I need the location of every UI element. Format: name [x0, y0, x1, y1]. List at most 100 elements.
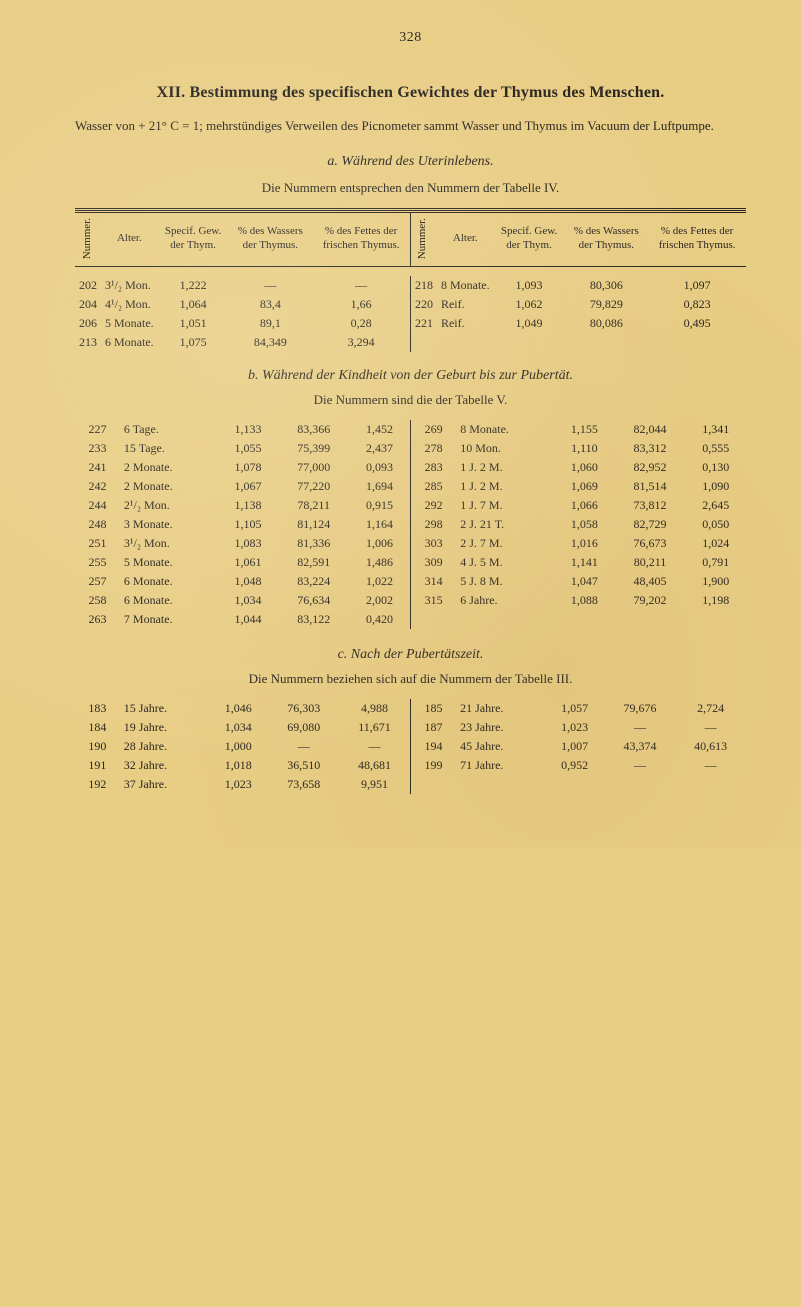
cell: 1,090: [685, 477, 746, 496]
cell: 73,658: [268, 775, 339, 794]
table-row: 2044¹/₂ Mon.1,06483,41,66220Reif.1,06279…: [75, 295, 746, 314]
cell: 285: [410, 477, 456, 496]
cell: 1,049: [494, 314, 565, 333]
cell: 292: [410, 496, 456, 515]
cell: 1,064: [158, 295, 229, 314]
cell: 1,083: [218, 534, 278, 553]
cell: 0,495: [648, 314, 746, 333]
cell: 1,097: [648, 276, 746, 295]
cell: [410, 333, 437, 352]
cell: 81,336: [278, 534, 349, 553]
cell: 81,124: [278, 515, 349, 534]
cell: 0,791: [685, 553, 746, 572]
table-b: 2276 Tage.1,13383,3661,4522698 Monate.1,…: [75, 420, 746, 629]
cell: 1 J. 2 M.: [456, 477, 554, 496]
cell: 0,093: [349, 458, 410, 477]
cell: 220: [410, 295, 437, 314]
cell: 314: [410, 572, 456, 591]
cell: 6 Jahre.: [456, 591, 554, 610]
table-row: 18419 Jahre.1,03469,08011,67118723 Jahre…: [75, 718, 746, 737]
cell: [544, 775, 604, 794]
cell: 2,002: [349, 591, 410, 610]
th-fett: % des Fettes der frischen Thymus.: [648, 212, 746, 266]
cell: 69,080: [268, 718, 339, 737]
cell: 76,673: [615, 534, 686, 553]
cell: 79,676: [605, 699, 676, 718]
cell: 1,198: [685, 591, 746, 610]
cell: 199: [410, 756, 456, 775]
cell: 0,952: [544, 756, 604, 775]
cell: 1 J. 7 M.: [456, 496, 554, 515]
cell: 2,724: [675, 699, 746, 718]
cell: [410, 610, 456, 629]
cell: 0,420: [349, 610, 410, 629]
page-number: 328: [75, 30, 746, 46]
cell: 1,055: [218, 439, 278, 458]
cell: 1,048: [218, 572, 278, 591]
cell: 1,088: [554, 591, 614, 610]
cell: 192: [75, 775, 120, 794]
cell: 194: [410, 737, 456, 756]
cell: 10 Mon.: [456, 439, 554, 458]
cell: 298: [410, 515, 456, 534]
section-a-sub: Die Nummern entsprechen den Nummern der …: [75, 180, 746, 196]
cell: 1,222: [158, 276, 229, 295]
cell: 2 J. 7 M.: [456, 534, 554, 553]
cell: 28 Jahre.: [120, 737, 208, 756]
cell: 36,510: [268, 756, 339, 775]
cell: 233: [75, 439, 120, 458]
cell: 81,514: [615, 477, 686, 496]
cell: 218: [410, 276, 437, 295]
cell: 0,555: [685, 439, 746, 458]
cell: 1,060: [554, 458, 614, 477]
cell: 187: [410, 718, 456, 737]
cell: 21 Jahre.: [456, 699, 544, 718]
cell: 185: [410, 699, 456, 718]
th-specif: Specif. Gew. der Thym.: [494, 212, 565, 266]
cell: 2 J. 21 T.: [456, 515, 554, 534]
cell: 183: [75, 699, 120, 718]
cell: 48,681: [339, 756, 410, 775]
cell: 77,000: [278, 458, 349, 477]
section-b-title: b. Während der Kindheit von der Geburt b…: [75, 368, 746, 384]
table-row: 2065 Monate.1,05189,10,28221Reif.1,04980…: [75, 314, 746, 333]
cell: 1 J. 2 M.: [456, 458, 554, 477]
cell: 82,952: [615, 458, 686, 477]
table-row: 19132 Jahre.1,01836,51048,68119971 Jahre…: [75, 756, 746, 775]
cell: 1,133: [218, 420, 278, 439]
cell: 2 Monate.: [120, 477, 218, 496]
th-wasser: % des Wassers der Thymus.: [228, 212, 312, 266]
cell: [554, 610, 614, 629]
table-row: 2136 Monate.1,07584,3493,294: [75, 333, 746, 352]
cell: [410, 775, 456, 794]
th-specif: Specif. Gew. der Thym.: [158, 212, 229, 266]
cell: 184: [75, 718, 120, 737]
cell: —: [339, 737, 410, 756]
table-row: 19237 Jahre.1,02373,6589,951: [75, 775, 746, 794]
cell: 1,023: [544, 718, 604, 737]
cell: 244: [75, 496, 120, 515]
cell: [615, 610, 686, 629]
th-nummer: Nummer.: [75, 212, 101, 266]
cell: 83,312: [615, 439, 686, 458]
table-row: 2555 Monate.1,06182,5911,4863094 J. 5 M.…: [75, 553, 746, 572]
intro-text: Wasser von + 21° C = 1; mehrstündiges Ve…: [75, 116, 746, 136]
cell: 0,050: [685, 515, 746, 534]
cell: 269: [410, 420, 456, 439]
th-fett: % des Fettes der frischen Thymus.: [312, 212, 410, 266]
cell: 82,729: [615, 515, 686, 534]
cell: 1,061: [218, 553, 278, 572]
cell: 83,224: [278, 572, 349, 591]
cell: 19 Jahre.: [120, 718, 208, 737]
section-c-sub: Die Nummern beziehen sich auf die Nummer…: [75, 671, 746, 687]
cell: 0,28: [312, 314, 410, 333]
cell: 278: [410, 439, 456, 458]
cell: 48,405: [615, 572, 686, 591]
cell: 191: [75, 756, 120, 775]
cell: 80,306: [564, 276, 648, 295]
cell: 32 Jahre.: [120, 756, 208, 775]
cell: 6 Monate.: [120, 572, 218, 591]
th-nummer: Nummer.: [410, 212, 437, 266]
cell: [494, 333, 565, 352]
cell: 251: [75, 534, 120, 553]
